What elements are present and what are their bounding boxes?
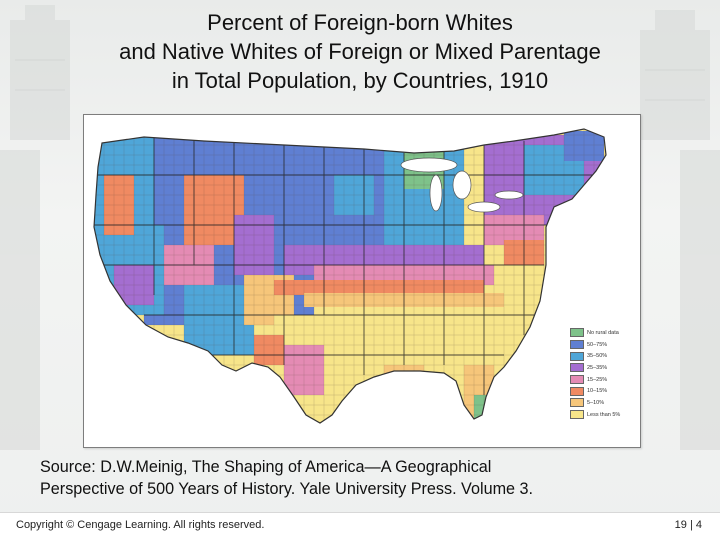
legend-swatch xyxy=(570,410,584,420)
legend-item: Less than 5% xyxy=(570,409,636,421)
legend-item: 15–25% xyxy=(570,374,636,386)
source-citation: Source: D.W.Meinig, The Shaping of Ameri… xyxy=(40,456,690,500)
legend-swatch xyxy=(570,351,584,361)
legend-label: 50–75% xyxy=(587,341,608,348)
map-graphic xyxy=(93,128,607,424)
legend-label: 10–15% xyxy=(587,388,608,395)
page-number: 19 | 4 xyxy=(674,519,702,531)
title-line-2: and Native Whites of Foreign or Mixed Pa… xyxy=(119,39,601,64)
legend-item: 5–10% xyxy=(570,397,636,409)
source-line-2: Perspective of 500 Years of History. Yal… xyxy=(40,480,534,498)
legend-label: 35–50% xyxy=(587,353,608,360)
legend-swatch xyxy=(570,340,584,350)
legend-label: Less than 5% xyxy=(587,411,621,418)
legend-item: 25–35% xyxy=(570,362,636,374)
slide-title: Percent of Foreign-born Whites and Nativ… xyxy=(20,8,700,95)
map-legend: No rural data 50–75% 35–50% 25–35% 15–25… xyxy=(570,327,636,421)
legend-swatch xyxy=(570,398,584,408)
title-line-3: in Total Population, by Countries, 1910 xyxy=(171,68,549,93)
legend-swatch xyxy=(570,328,584,338)
legend-swatch xyxy=(570,363,584,373)
legend-item: 10–15% xyxy=(570,385,636,397)
slide-footer: Copyright © Cengage Learning. All rights… xyxy=(0,512,720,541)
legend-label: No rural data xyxy=(587,329,619,336)
us-county-map: No rural data 50–75% 35–50% 25–35% 15–25… xyxy=(83,114,641,448)
source-line-1: Source: D.W.Meinig, The Shaping of Ameri… xyxy=(40,458,492,476)
legend-swatch xyxy=(570,386,584,396)
legend-item: 50–75% xyxy=(570,339,636,351)
legend-swatch xyxy=(570,375,584,385)
legend-label: 15–25% xyxy=(587,376,608,383)
title-line-1: Percent of Foreign-born Whites xyxy=(207,10,513,35)
legend-label: 25–35% xyxy=(587,364,608,371)
legend-label: 5–10% xyxy=(587,399,605,406)
legend-item: No rural data xyxy=(570,327,636,339)
legend-item: 35–50% xyxy=(570,350,636,362)
copyright-text: Copyright © Cengage Learning. All rights… xyxy=(16,519,265,531)
